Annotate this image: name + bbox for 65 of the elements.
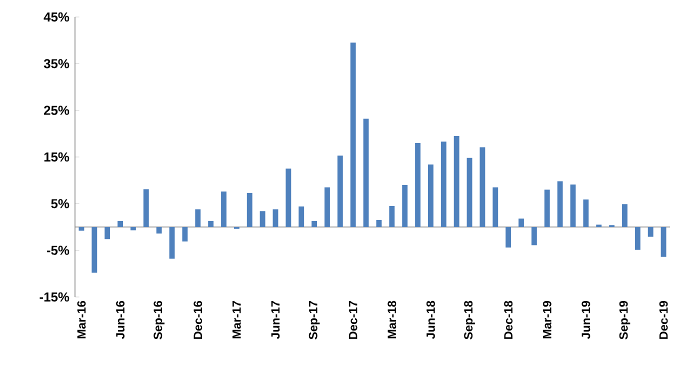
bar <box>389 206 395 227</box>
bar <box>570 184 576 227</box>
x-tick-label: Jun-18 <box>426 300 435 339</box>
bar <box>221 192 226 227</box>
bar <box>480 147 486 227</box>
bar <box>195 209 201 227</box>
bar <box>272 209 278 227</box>
bar <box>648 227 654 237</box>
bar <box>376 220 382 227</box>
x-tick-label: Mar-19 <box>542 300 552 338</box>
y-tick-label: -5% <box>46 246 70 255</box>
bar <box>531 227 537 246</box>
bar <box>350 42 356 227</box>
bar <box>466 158 472 227</box>
bar <box>260 211 266 227</box>
bar <box>182 227 188 242</box>
y-tick-label: 5% <box>51 199 70 208</box>
bar <box>92 227 98 273</box>
bar <box>660 227 666 257</box>
bar <box>298 206 304 227</box>
bar <box>544 190 550 227</box>
bar <box>312 220 318 227</box>
bar <box>428 164 434 227</box>
x-tick-label: Jun-19 <box>582 300 590 339</box>
bar <box>557 181 563 227</box>
bar <box>506 227 512 248</box>
x-tick-label: Jun-16 <box>116 300 124 339</box>
x-tick-label: Mar-17 <box>232 301 241 338</box>
bar <box>246 192 252 227</box>
x-tick-label: Sep-17 <box>308 301 320 340</box>
x-tick-label: Mar-18 <box>388 300 396 338</box>
bar <box>440 142 446 227</box>
y-tick-label: 45% <box>44 12 70 22</box>
bar <box>143 189 149 227</box>
bar <box>208 220 214 227</box>
x-tick-label: Mar-16 <box>77 300 86 338</box>
bar <box>286 168 292 227</box>
bar <box>104 227 110 240</box>
bar <box>622 204 628 227</box>
x-tick-label: Sep-19 <box>619 300 630 340</box>
y-tick-label: 35% <box>44 59 70 68</box>
bar <box>583 199 589 227</box>
x-tick-label: Sep-16 <box>154 300 164 340</box>
bar <box>518 218 524 227</box>
bar <box>402 185 408 227</box>
bar <box>337 156 343 227</box>
x-tick-label: Dec-18 <box>504 300 513 339</box>
bar <box>156 227 162 234</box>
bar <box>118 220 123 227</box>
y-tick-label: -15% <box>40 292 70 302</box>
bar <box>454 136 460 227</box>
x-tick-label: Jun-17 <box>271 301 280 339</box>
bar <box>415 142 420 227</box>
x-tick-label: Sep-18 <box>464 300 475 340</box>
bar <box>634 227 640 250</box>
x-tick-label: Dec-19 <box>659 300 668 339</box>
y-tick-label: 15% <box>44 152 70 162</box>
bar <box>324 187 330 227</box>
x-tick-label: Dec-17 <box>348 301 358 339</box>
bar <box>169 227 175 259</box>
bar <box>363 118 369 227</box>
x-tick-label: Dec-16 <box>194 300 202 339</box>
bar <box>130 227 136 230</box>
y-tick-label: 25% <box>44 106 70 115</box>
bar <box>492 187 498 227</box>
